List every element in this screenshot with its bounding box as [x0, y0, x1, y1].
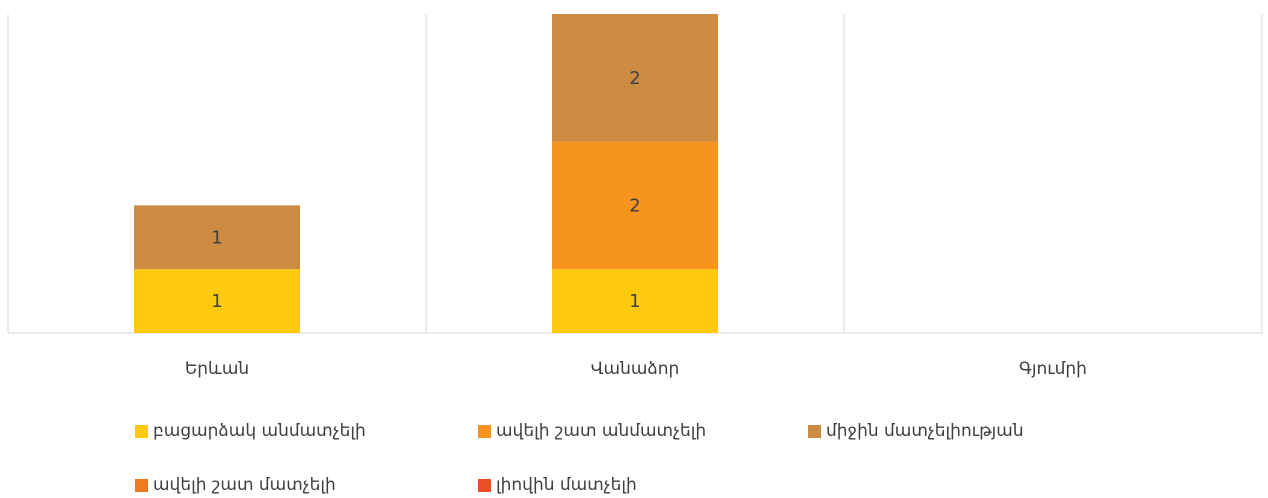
bar-data-label: 1 — [629, 291, 640, 312]
category-tick-label: Գյումրի — [1019, 359, 1087, 379]
bar-labels: 1 1 1 2 2 — [211, 68, 640, 312]
bar-segment — [552, 141, 718, 270]
bars — [134, 14, 718, 333]
bar-data-label: 2 — [629, 68, 640, 89]
bar-segment — [134, 205, 300, 270]
bar-segment — [552, 269, 718, 333]
category-tick-label: Երևան — [185, 359, 249, 379]
bar-data-label: 1 — [211, 227, 222, 248]
bar-segment — [552, 14, 718, 142]
bar-data-label: 1 — [211, 291, 222, 312]
bar-data-label: 2 — [629, 195, 640, 216]
bar-segment — [134, 269, 300, 333]
category-tick-label: Վանաձոր — [591, 359, 680, 379]
category-labels: Երևան Վանաձոր Գյումրի — [185, 359, 1087, 379]
